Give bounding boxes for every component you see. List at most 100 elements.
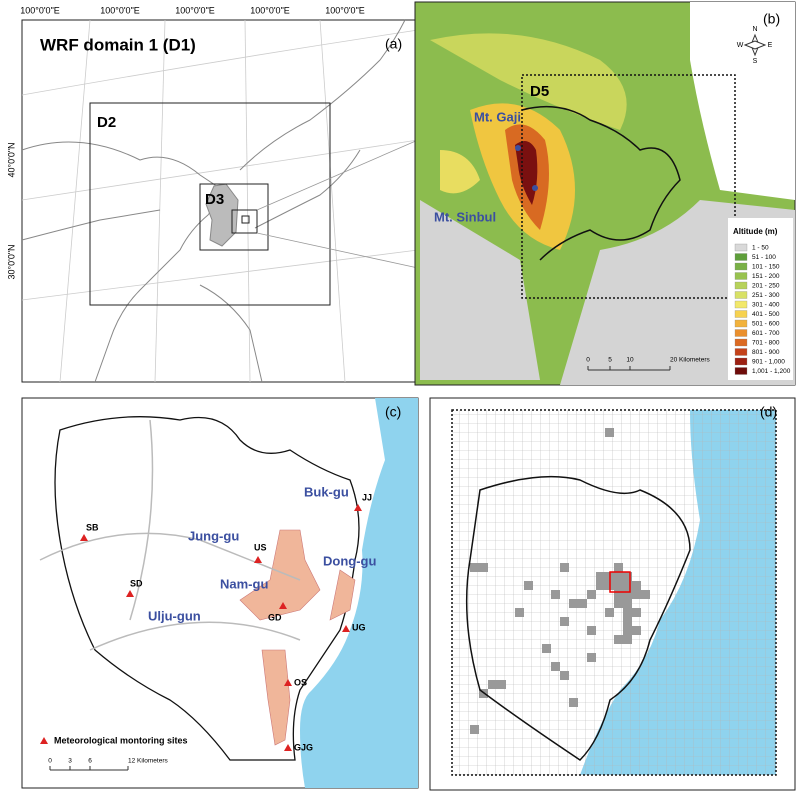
scale-label: 10 (626, 357, 634, 364)
domain-box (89, 102, 331, 306)
scale-label: 5 (608, 357, 612, 364)
legend-label: 701 - 800 (752, 340, 780, 347)
site-marker (279, 602, 287, 609)
urban-cell (551, 590, 560, 599)
legend-title: Altitude (m) (733, 227, 778, 236)
roads (39, 419, 301, 651)
urban (239, 529, 356, 746)
urban-cell (551, 662, 560, 671)
panel-c (21, 397, 419, 789)
legend-label: 51 - 100 (752, 254, 776, 261)
urban-cell (605, 428, 614, 437)
legend-label: 401 - 500 (752, 311, 780, 318)
urban-cell (596, 572, 605, 581)
domain-label: D3 (205, 191, 224, 208)
site-label: OS (294, 677, 307, 687)
district-label: Ulju-gun (148, 608, 201, 623)
district-label: Buk-gu (304, 484, 349, 499)
scale-bar (587, 366, 671, 371)
lon-label: 100°0'0"E (20, 5, 60, 15)
compass-label: S (753, 58, 758, 65)
urban-cell (614, 572, 623, 581)
urban-cell (614, 599, 623, 608)
legend-label: 151 - 200 (752, 273, 780, 280)
urban-cell (569, 698, 578, 707)
lon-label: 100°0'0"E (175, 5, 215, 15)
peak-label: Mt. Gaji (474, 109, 521, 124)
urban-cell (614, 635, 623, 644)
urban-cell (569, 599, 578, 608)
urban-cell (524, 581, 533, 590)
legend-swatch (734, 243, 748, 252)
legend-swatch (734, 367, 748, 375)
lon-label: 100°0'0"E (325, 5, 365, 15)
urban-cell (470, 725, 479, 734)
panel-b (414, 1, 796, 386)
site-marker (80, 534, 88, 541)
legend-swatch (734, 281, 748, 290)
district-label: Jung-gu (188, 528, 239, 543)
site-label: SB (86, 522, 99, 532)
scale-label: 6 (88, 758, 92, 765)
scale-label: 20 Kilometers (670, 357, 710, 364)
urban-cell (488, 680, 497, 689)
legend-label: 801 - 900 (752, 349, 780, 356)
lon-label: 100°0'0"E (250, 5, 290, 15)
site-marker (254, 556, 262, 563)
legend-label: 601 - 700 (752, 330, 780, 337)
sea (300, 398, 418, 788)
peak-marker (515, 145, 521, 151)
peak-label: Mt. Sinbul (434, 209, 496, 224)
domain-box (451, 409, 777, 776)
site-marker (40, 737, 48, 744)
legend-swatch (734, 262, 748, 271)
legend-swatch (734, 338, 748, 347)
lat-label: 40°0'0"N (6, 142, 16, 177)
panel-tag: (b) (763, 11, 780, 27)
legend-swatch (734, 300, 748, 309)
urban-cell (560, 617, 569, 626)
urban-cell (623, 590, 632, 599)
site-label: UG (352, 622, 366, 632)
urban-cells (470, 428, 650, 734)
legend-label: Meteorological montoring sites (54, 735, 188, 745)
domain-box (231, 209, 258, 234)
domain-box (241, 215, 250, 224)
urban-cell (587, 590, 596, 599)
site-marker (126, 590, 134, 597)
boundary (54, 416, 360, 761)
urban-cell (614, 590, 623, 599)
boundary (465, 475, 691, 761)
urban-cell (587, 653, 596, 662)
korea (205, 183, 239, 247)
site-label: GJG (294, 742, 313, 752)
legend-label: 251 - 300 (752, 292, 780, 299)
urban-cell (632, 581, 641, 590)
urban-cell (587, 626, 596, 635)
district-label: Nam-gu (220, 576, 268, 591)
urban-cell (560, 563, 569, 572)
urban-cell (470, 563, 479, 572)
compass-label: E (768, 42, 773, 49)
lat-label: 30°0'0"N (6, 244, 16, 279)
target-box (609, 571, 631, 593)
legend-swatch (734, 319, 748, 328)
urban-cell (623, 572, 632, 581)
legend-label: 501 - 600 (752, 321, 780, 328)
scale-label: 0 (586, 357, 590, 364)
domain-box (199, 183, 269, 251)
urban-cell (623, 599, 632, 608)
graticule (21, 19, 419, 383)
urban-cell (623, 626, 632, 635)
boundary (521, 105, 681, 261)
scale-bar (49, 766, 129, 771)
panel-tag: (c) (385, 404, 401, 420)
legend-label: 101 - 150 (752, 264, 780, 271)
urban-cell (632, 590, 641, 599)
domain-label: D5 (530, 83, 549, 100)
scale-label: 3 (68, 758, 72, 765)
panel-a (21, 19, 419, 383)
site-marker (284, 744, 292, 751)
